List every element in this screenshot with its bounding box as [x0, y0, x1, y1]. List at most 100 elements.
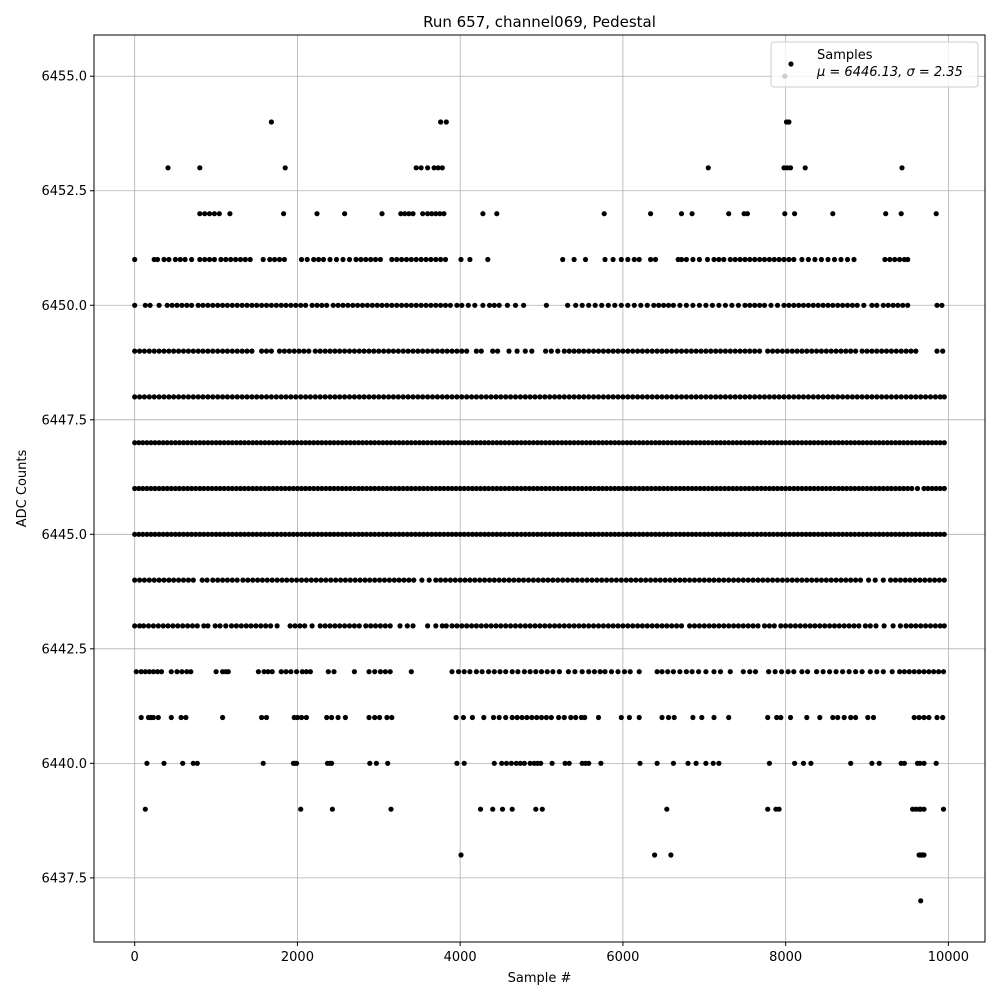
data-point	[298, 577, 305, 583]
data-point	[595, 623, 602, 629]
data-point	[408, 485, 414, 492]
data-point	[261, 669, 267, 675]
data-point	[377, 714, 383, 721]
data-point	[757, 394, 763, 400]
data-point	[274, 577, 280, 583]
data-point	[810, 302, 816, 308]
data-point	[550, 669, 556, 675]
data-point	[498, 394, 504, 400]
data-point	[567, 440, 573, 446]
data-point	[351, 485, 357, 492]
data-point	[927, 577, 933, 583]
data-point	[936, 669, 942, 675]
data-point	[221, 440, 227, 446]
data-point	[473, 669, 479, 675]
data-point	[179, 669, 185, 675]
data-point	[138, 669, 144, 675]
data-point	[640, 485, 646, 492]
data-point	[339, 485, 345, 492]
data-point	[674, 348, 680, 354]
data-point	[225, 485, 231, 492]
data-point	[750, 531, 756, 537]
data-point	[259, 714, 265, 721]
data-point	[782, 211, 788, 217]
data-point	[473, 348, 479, 354]
data-point	[807, 531, 813, 537]
x-axis-label: Sample #	[508, 971, 572, 986]
data-point	[368, 485, 374, 492]
data-point	[815, 485, 821, 492]
data-point	[429, 211, 435, 217]
data-point	[503, 760, 510, 766]
data-point	[568, 714, 574, 721]
data-point	[259, 577, 265, 583]
data-point	[567, 531, 573, 537]
data-point	[625, 394, 631, 400]
data-point	[737, 394, 743, 400]
data-point	[547, 485, 553, 492]
data-point	[757, 348, 763, 354]
data-point	[141, 348, 147, 354]
data-point	[628, 577, 634, 583]
data-point	[786, 119, 792, 125]
data-point	[250, 531, 256, 537]
data-point	[433, 440, 439, 446]
data-point	[294, 760, 300, 766]
data-point	[234, 302, 240, 308]
data-point	[498, 623, 504, 629]
data-point	[812, 623, 818, 629]
data-point	[165, 623, 171, 629]
data-point	[441, 211, 447, 217]
data-point	[681, 440, 687, 446]
data-point	[227, 211, 233, 217]
data-point	[616, 485, 622, 492]
data-point	[503, 714, 509, 721]
data-point	[483, 394, 489, 400]
data-point	[791, 440, 797, 446]
data-point	[517, 394, 524, 400]
data-point	[591, 485, 598, 492]
data-point	[355, 440, 362, 446]
data-point	[323, 440, 329, 446]
data-point	[664, 623, 670, 629]
data-point	[161, 577, 167, 583]
data-point	[263, 623, 269, 629]
data-point	[711, 577, 717, 583]
data-point	[841, 623, 847, 629]
data-point	[864, 348, 870, 354]
data-point	[758, 485, 764, 492]
data-point	[628, 485, 634, 492]
data-point	[398, 211, 404, 217]
data-point	[486, 485, 492, 492]
data-point	[888, 531, 895, 537]
data-point	[566, 760, 572, 766]
data-point	[200, 394, 206, 400]
data-point	[937, 394, 943, 400]
data-point	[527, 669, 533, 675]
data-point	[670, 302, 677, 308]
data-point	[482, 577, 488, 583]
data-point	[151, 394, 157, 400]
data-point	[848, 348, 854, 354]
data-point	[884, 440, 891, 446]
data-point	[502, 440, 508, 446]
data-point	[311, 256, 317, 263]
data-point	[347, 577, 353, 583]
data-point	[560, 577, 566, 583]
data-point	[413, 165, 419, 171]
data-point	[333, 256, 340, 263]
data-point	[677, 485, 683, 492]
data-point	[223, 623, 229, 629]
data-point	[730, 440, 736, 446]
data-point	[339, 531, 345, 537]
data-point	[387, 669, 393, 675]
data-point	[237, 256, 244, 263]
data-point	[182, 256, 188, 263]
data-point	[818, 256, 825, 263]
data-point	[771, 256, 777, 263]
data-point	[872, 485, 878, 492]
data-point	[322, 348, 328, 354]
data-point	[779, 440, 785, 446]
data-point	[766, 760, 773, 766]
data-point	[372, 440, 378, 446]
